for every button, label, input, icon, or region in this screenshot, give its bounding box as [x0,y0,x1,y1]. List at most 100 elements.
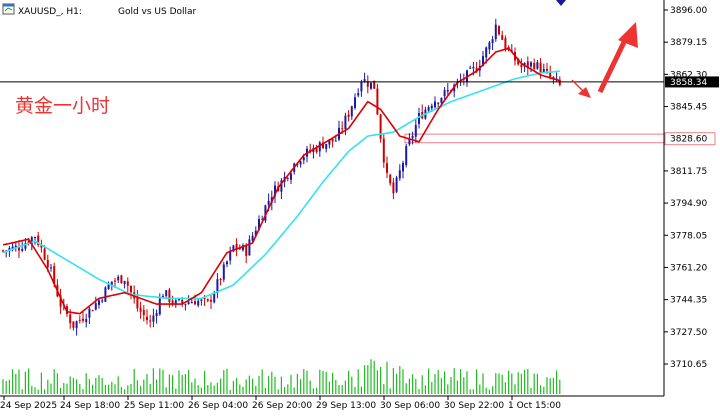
candle-body [366,80,369,87]
candle-body [168,289,171,303]
annotation-label: 黄金一小时 [15,95,110,117]
candle-body [475,67,478,72]
candle-body [360,81,363,92]
ma-fast-line [2,47,561,315]
candle-body [488,42,491,50]
current-price-text: 3858.34 [670,78,707,88]
chart-window-icon [2,3,15,15]
candles-layer [2,18,561,336]
candle-body [341,128,344,130]
candle-body [331,139,334,142]
candle-body [328,139,331,145]
up-arrow-head [618,22,638,48]
candle-body [491,39,494,44]
candle-body [174,300,177,305]
candle-body [248,239,251,256]
candle-body [347,114,350,117]
candle-body [85,319,88,323]
candle-body [210,299,212,302]
candle-body [229,250,232,261]
candle-body [264,205,267,221]
candle-body [139,307,142,312]
candle-body [213,293,216,303]
candle-body [315,148,318,153]
x-tick-label: 24 Sep 2025 [0,401,57,411]
candle-body [94,303,97,310]
candle-body [130,286,132,293]
candle-body [434,101,436,108]
candle-body [469,67,472,69]
candle-body [242,245,244,250]
candle-body [30,237,33,245]
current-price-tag [665,76,719,88]
candle-body [88,308,91,318]
x-tick-label: 26 Sep 04:00 [188,401,248,411]
candle-body [107,284,110,290]
candle-body [411,135,414,139]
candle-body [50,267,52,269]
candle-body [536,62,539,69]
candle-body [194,301,196,305]
candle-body [11,246,14,250]
candle-body [526,61,529,68]
candle-body [290,173,292,180]
candle-body [75,321,78,329]
y-tick-label: 3845.45 [670,103,707,113]
candle-body [219,278,222,280]
candle-body [184,304,187,306]
candle-body [206,299,209,301]
candle-body [386,163,388,173]
candle-body [440,97,443,103]
candle-body [181,299,184,304]
candle-body [334,140,337,142]
candle-body [37,235,40,246]
candle-body [18,247,20,251]
candle-body [24,243,27,249]
blue-triangle-marker-icon [556,0,566,6]
x-tick-label: 29 Sep 13:00 [316,401,376,411]
down-arrow-shaft [571,79,585,93]
candle-body [203,297,206,299]
candle-body [232,245,235,252]
candle-body [402,163,404,172]
candle-body [437,102,440,104]
candle-body [363,79,366,83]
candle-body [171,300,174,304]
candle-body [408,138,411,145]
candle-body [72,321,75,328]
candle-body [146,316,148,321]
candle-body [46,259,49,268]
candle-body [427,107,430,111]
candle-body [40,245,43,248]
candle-body [149,320,152,322]
volume-layer [2,359,561,394]
candle-body [91,310,94,312]
candle-body [21,248,24,251]
y-tick-label: 3811.75 [670,167,707,177]
candle-body [357,93,360,96]
candle-body [53,266,56,284]
candle-body [69,314,72,324]
candle-body [389,174,392,184]
candle-body [222,264,225,280]
candle-body [546,68,548,71]
y-tick-label: 3710.65 [670,360,707,370]
x-tick-label: 30 Sep 06:00 [380,401,440,411]
candle-body [187,302,190,304]
candle-body [379,114,382,139]
candle-body [280,180,283,192]
candle-body [251,235,254,241]
candle-body [274,185,276,197]
candle-body [123,280,126,284]
y-tick-label: 3896.00 [670,6,707,16]
y-tick-label: 3879.15 [670,38,707,48]
up-arrow-shaft [597,36,629,94]
candle-body [245,245,248,256]
x-tick-label: 24 Sep 18:00 [60,401,120,411]
candle-body [142,309,145,316]
candle-body [414,124,417,137]
x-tick-label: 1 Oct 15:00 [508,401,561,411]
candle-body [235,243,238,250]
